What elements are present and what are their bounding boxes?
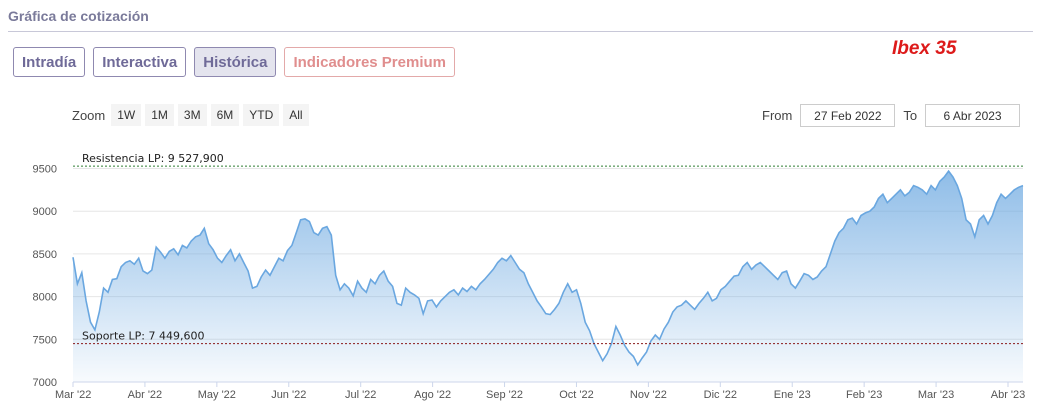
x-tick-label: Jul '22 — [345, 389, 376, 401]
zoom-1w-button[interactable]: 1W — [111, 104, 142, 126]
zoom-label: Zoom — [72, 107, 106, 123]
x-axis-ticks: Mar '22 Abr '22 May '22 Jun '22 Jul '22 Ago '… — [55, 382, 1025, 401]
x-tick-label: Abr '23 — [991, 389, 1026, 401]
tab-indicadores-premium[interactable]: Indicadores Premium — [284, 47, 455, 77]
price-chart: 7000 7500 8000 8500 9000 9500 Resistencia LP:… — [33, 152, 1026, 401]
zoom-6m-button[interactable]: 6M — [210, 104, 240, 126]
x-tick-label: Nov '22 — [630, 389, 667, 401]
chart-header: Gráfica de cotización — [8, 8, 1033, 32]
y-tick-label: 7500 — [33, 334, 57, 346]
x-tick-label: Jun '22 — [271, 389, 306, 401]
ticker-title: Ibex 35 — [892, 38, 957, 59]
date-range: From To — [762, 104, 1021, 127]
zoom-bar: Zoom 1W 1M 3M 6M YTD All — [72, 104, 309, 126]
x-tick-label: Feb '23 — [846, 389, 882, 401]
zoom-3m-button[interactable]: 3M — [177, 104, 207, 126]
to-date-input[interactable] — [925, 104, 1021, 127]
x-tick-label: Sep '22 — [486, 389, 523, 401]
price-line — [72, 169, 1024, 367]
y-tick-label: 7000 — [33, 377, 57, 389]
zoom-ytd-button[interactable]: YTD — [243, 104, 280, 126]
x-tick-label: Mar '22 — [55, 389, 91, 401]
from-label: From — [762, 108, 793, 123]
x-tick-label: Dic '22 — [704, 389, 737, 401]
chart-mode-tabs: Intradía Interactiva Histórica Indicador… — [13, 47, 455, 77]
x-tick-label: May '22 — [198, 389, 236, 401]
support-label: Soporte LP: 7 449,600 — [82, 330, 204, 343]
zoom-1m-button[interactable]: 1M — [145, 104, 174, 126]
from-date-input[interactable] — [800, 104, 896, 127]
y-tick-label: 8500 — [33, 249, 57, 261]
y-tick-label: 8000 — [33, 292, 57, 304]
tab-intradia[interactable]: Intradía — [13, 47, 86, 77]
zoom-all-button[interactable]: All — [283, 104, 309, 126]
x-tick-label: Abr '22 — [128, 389, 163, 401]
tab-interactiva[interactable]: Interactiva — [93, 47, 187, 77]
resistance-label: Resistencia LP: 9 527,900 — [82, 152, 224, 165]
to-label: To — [903, 108, 918, 123]
section-title: Gráfica de cotización — [8, 8, 149, 24]
y-tick-label: 9000 — [33, 206, 57, 218]
x-tick-label: Oct '22 — [559, 389, 594, 401]
y-tick-label: 9500 — [33, 164, 57, 176]
price-area — [73, 171, 1023, 382]
x-tick-label: Mar '23 — [918, 389, 954, 401]
y-axis-ticks: 7000 7500 8000 8500 9000 9500 — [33, 164, 57, 389]
x-tick-label: Ago '22 — [414, 389, 451, 401]
x-tick-label: Ene '23 — [774, 389, 811, 401]
tab-historica[interactable]: Histórica — [194, 47, 277, 77]
